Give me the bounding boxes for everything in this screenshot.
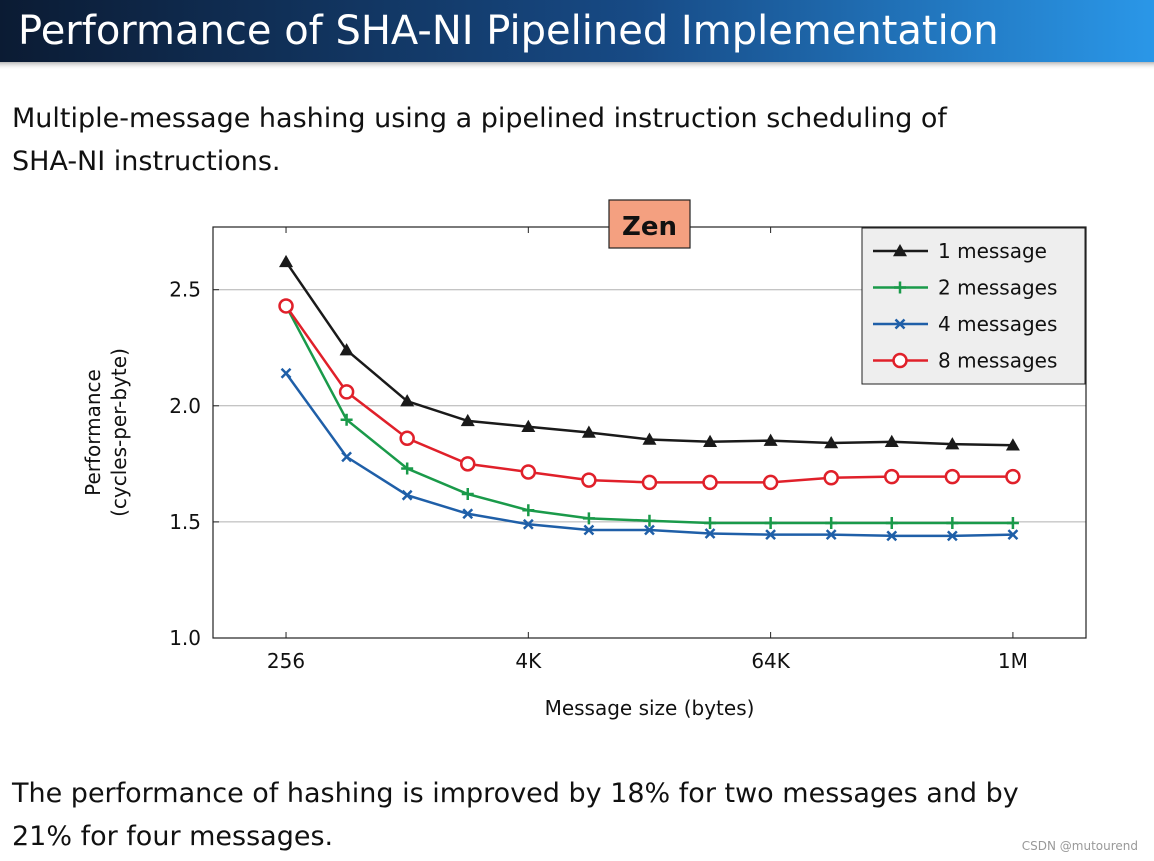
y-tick-label: 2.0 — [169, 394, 201, 418]
marker — [763, 433, 778, 446]
marker — [824, 435, 839, 449]
marker — [702, 474, 718, 491]
marker — [1006, 517, 1019, 530]
marker — [644, 524, 655, 536]
marker — [946, 530, 958, 542]
marker — [401, 489, 413, 501]
slide-title: Performance of SHA-NI Pipelined Implemen… — [18, 8, 999, 54]
marker — [764, 517, 777, 530]
legend-marker — [894, 318, 906, 330]
marker — [581, 472, 597, 488]
marker — [341, 451, 352, 463]
x-tick-label: 64K — [751, 649, 790, 673]
marker — [945, 437, 960, 450]
marker — [583, 524, 595, 536]
marker — [520, 464, 537, 480]
marker — [339, 343, 354, 356]
y-tick-label: 1.0 — [169, 626, 201, 650]
marker — [522, 504, 535, 517]
y-axis-label-line: (cycles-per-byte) — [107, 348, 131, 517]
marker — [399, 430, 415, 447]
marker — [642, 432, 657, 445]
header-bar — [0, 0, 1154, 62]
legend-label: 8 messages — [938, 349, 1057, 373]
marker — [462, 508, 474, 520]
marker — [704, 528, 716, 539]
marker — [1007, 529, 1019, 541]
x-axis-label: Message size (bytes) — [545, 696, 755, 720]
marker — [884, 468, 900, 485]
marker — [459, 456, 476, 472]
marker — [521, 419, 536, 432]
intro-line: Multiple-message hashing using a pipelin… — [12, 103, 948, 134]
marker — [886, 530, 898, 542]
y-axis-label: Performance (cycles-per-byte) — [81, 348, 131, 517]
marker — [885, 517, 898, 530]
marker — [460, 413, 475, 427]
marker — [278, 298, 294, 314]
watermark: CSDN @mutourend — [1022, 839, 1138, 853]
x-tick-label: 1M — [998, 649, 1028, 673]
legend-label: 1 message — [938, 239, 1047, 263]
marker — [765, 529, 777, 541]
x-tick-label: 256 — [267, 649, 305, 673]
series-line — [285, 372, 1013, 538]
marker — [944, 468, 961, 485]
marker — [825, 517, 838, 530]
marker — [884, 434, 899, 448]
marker — [582, 512, 595, 525]
legend-marker — [892, 352, 908, 369]
intro-line: SHA-NI instructions. — [12, 146, 281, 177]
chart-title: Zen — [622, 212, 677, 242]
y-axis-label-line: Performance — [81, 369, 105, 496]
y-tick-label: 1.5 — [169, 510, 201, 534]
marker — [643, 514, 656, 527]
marker — [522, 518, 534, 530]
marker — [704, 517, 717, 530]
header-shadow — [0, 62, 1154, 70]
marker — [400, 394, 415, 407]
marker — [279, 254, 294, 268]
conclusion-line: 21% for four messages. — [12, 821, 333, 852]
marker — [762, 474, 779, 491]
chart-title-box — [608, 199, 691, 249]
marker — [1005, 468, 1021, 485]
marker — [338, 384, 355, 400]
marker — [641, 474, 658, 491]
marker — [703, 434, 718, 448]
marker — [581, 425, 596, 438]
legend-marker — [893, 244, 907, 257]
y-tick-label: 2.5 — [169, 278, 201, 302]
marker — [280, 367, 292, 379]
marker — [946, 517, 959, 530]
conclusion-line: The performance of hashing is improved b… — [11, 778, 1019, 809]
legend-marker — [894, 281, 906, 294]
marker — [340, 413, 353, 426]
chart: 1.0 1.5 2.0 2.5 256 4K 64K 1M Message size (byte… — [81, 199, 1087, 720]
x-tick-label: 4K — [515, 649, 542, 673]
marker — [825, 529, 837, 541]
legend-label: 4 messages — [938, 312, 1057, 336]
marker — [823, 470, 839, 486]
marker — [461, 488, 474, 501]
marker — [401, 462, 414, 475]
marker — [1005, 438, 1020, 451]
legend-label: 2 messages — [938, 276, 1057, 300]
